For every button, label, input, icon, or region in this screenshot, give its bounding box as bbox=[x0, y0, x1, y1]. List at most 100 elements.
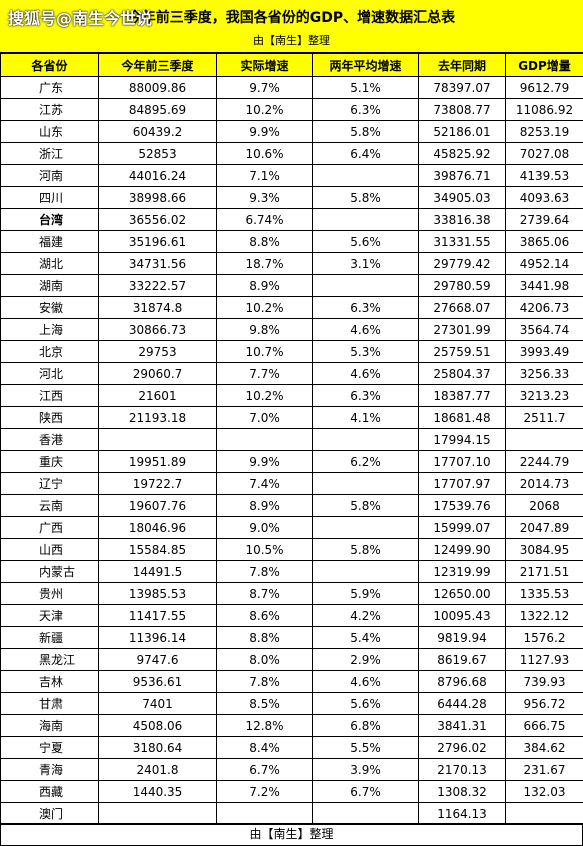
last-year-cell: 25804.37 bbox=[418, 362, 506, 385]
two-year-avg-cell bbox=[312, 472, 419, 495]
table-row: 新疆 11396.14 8.8% 5.4% 9819.94 1576.2 bbox=[0, 626, 583, 649]
province-cell: 江西 bbox=[0, 384, 99, 407]
real-growth-cell: 8.4% bbox=[216, 736, 313, 759]
province-cell: 海南 bbox=[0, 714, 99, 737]
real-growth-cell: 7.8% bbox=[216, 670, 313, 693]
column-header-gdp-increase: GDP增量 bbox=[505, 53, 583, 77]
two-year-avg-cell: 6.8% bbox=[312, 714, 419, 737]
table-row: 山西 15584.85 10.5% 5.8% 12499.90 3084.95 bbox=[0, 538, 583, 561]
last-year-cell: 3841.31 bbox=[418, 714, 506, 737]
last-year-cell: 27301.99 bbox=[418, 318, 506, 341]
gdp-cell: 4508.06 bbox=[98, 714, 217, 737]
gdp-cell: 38998.66 bbox=[98, 186, 217, 209]
table-row: 澳门 1164.13 bbox=[0, 802, 583, 825]
real-growth-cell: 8.7% bbox=[216, 582, 313, 605]
province-cell: 山东 bbox=[0, 120, 99, 143]
gdp-increase-cell: 3256.33 bbox=[505, 362, 583, 385]
page-subtitle: 由【南生】整理 bbox=[253, 34, 330, 47]
column-header-last-year: 去年同期 bbox=[418, 53, 506, 77]
gdp-increase-cell: 2739.64 bbox=[505, 208, 583, 231]
two-year-avg-cell bbox=[312, 208, 419, 231]
table-header-row: 各省份 今年前三季度 实际增速 两年平均增速 去年同期 GDP增量 bbox=[0, 53, 583, 77]
real-growth-cell: 9.9% bbox=[216, 450, 313, 473]
province-cell: 重庆 bbox=[0, 450, 99, 473]
watermark: 搜狐号@南生今世说 bbox=[8, 9, 153, 28]
last-year-cell: 17707.10 bbox=[418, 450, 506, 473]
last-year-cell: 10095.43 bbox=[418, 604, 506, 627]
gdp-cell: 21601 bbox=[98, 384, 217, 407]
two-year-avg-cell: 6.2% bbox=[312, 450, 419, 473]
gdp-increase-cell: 132.03 bbox=[505, 780, 583, 803]
gdp-increase-cell: 2244.79 bbox=[505, 450, 583, 473]
table-row: 海南 4508.06 12.8% 6.8% 3841.31 666.75 bbox=[0, 714, 583, 737]
gdp-increase-cell: 2014.73 bbox=[505, 472, 583, 495]
province-cell: 广西 bbox=[0, 516, 99, 539]
province-cell: 香港 bbox=[0, 428, 99, 451]
province-cell: 吉林 bbox=[0, 670, 99, 693]
gdp-increase-cell: 4093.63 bbox=[505, 186, 583, 209]
column-header-province: 各省份 bbox=[0, 53, 99, 77]
real-growth-cell: 8.9% bbox=[216, 274, 313, 297]
gdp-cell: 30866.73 bbox=[98, 318, 217, 341]
gdp-increase-cell: 3084.95 bbox=[505, 538, 583, 561]
gdp-cell: 60439.2 bbox=[98, 120, 217, 143]
table-row: 北京 29753 10.7% 5.3% 25759.51 3993.49 bbox=[0, 340, 583, 363]
two-year-avg-cell bbox=[312, 516, 419, 539]
table-row: 陕西 21193.18 7.0% 4.1% 18681.48 2511.7 bbox=[0, 406, 583, 429]
gdp-increase-cell: 4206.73 bbox=[505, 296, 583, 319]
table-row: 上海 30866.73 9.8% 4.6% 27301.99 3564.74 bbox=[0, 318, 583, 341]
gdp-increase-cell: 2047.89 bbox=[505, 516, 583, 539]
table-row: 天津 11417.55 8.6% 4.2% 10095.43 1322.12 bbox=[0, 604, 583, 627]
gdp-increase-cell: 231.67 bbox=[505, 758, 583, 781]
gdp-increase-cell: 739.93 bbox=[505, 670, 583, 693]
gdp-cell: 52853 bbox=[98, 142, 217, 165]
province-cell: 湖北 bbox=[0, 252, 99, 275]
table-row: 台湾 36556.02 6.74% 33816.38 2739.64 bbox=[0, 208, 583, 231]
real-growth-cell: 10.7% bbox=[216, 340, 313, 363]
real-growth-cell: 8.9% bbox=[216, 494, 313, 517]
two-year-avg-cell: 5.8% bbox=[312, 494, 419, 517]
real-growth-cell: 7.8% bbox=[216, 560, 313, 583]
gdp-cell: 21193.18 bbox=[98, 406, 217, 429]
table-row: 湖北 34731.56 18.7% 3.1% 29779.42 4952.14 bbox=[0, 252, 583, 275]
two-year-avg-cell: 4.6% bbox=[312, 318, 419, 341]
real-growth-cell bbox=[216, 428, 313, 451]
table-row: 江苏 84895.69 10.2% 6.3% 73808.77 11086.92 bbox=[0, 98, 583, 121]
last-year-cell: 52186.01 bbox=[418, 120, 506, 143]
two-year-avg-cell: 5.8% bbox=[312, 538, 419, 561]
last-year-cell: 25759.51 bbox=[418, 340, 506, 363]
last-year-cell: 34905.03 bbox=[418, 186, 506, 209]
table-row: 辽宁 19722.7 7.4% 17707.97 2014.73 bbox=[0, 472, 583, 495]
province-cell: 上海 bbox=[0, 318, 99, 341]
real-growth-cell: 8.6% bbox=[216, 604, 313, 627]
gdp-cell: 34731.56 bbox=[98, 252, 217, 275]
title-banner: 今年前三季度，我国各省份的GDP、增速数据汇总表 搜狐号@南生今世说 由【南生】… bbox=[0, 0, 583, 53]
gdp-cell: 15584.85 bbox=[98, 538, 217, 561]
column-header-two-year-avg: 两年平均增速 bbox=[312, 53, 419, 77]
two-year-avg-cell bbox=[312, 428, 419, 451]
province-cell: 云南 bbox=[0, 494, 99, 517]
table-row: 安徽 31874.8 10.2% 6.3% 27668.07 4206.73 bbox=[0, 296, 583, 319]
gdp-cell: 9536.61 bbox=[98, 670, 217, 693]
gdp-increase-cell: 3993.49 bbox=[505, 340, 583, 363]
real-growth-cell: 7.1% bbox=[216, 164, 313, 187]
table-row: 福建 35196.61 8.8% 5.6% 31331.55 3865.06 bbox=[0, 230, 583, 253]
real-growth-cell: 10.6% bbox=[216, 142, 313, 165]
province-cell: 广东 bbox=[0, 76, 99, 99]
gdp-increase-cell: 4952.14 bbox=[505, 252, 583, 275]
gdp-cell: 18046.96 bbox=[98, 516, 217, 539]
province-cell: 新疆 bbox=[0, 626, 99, 649]
province-cell: 福建 bbox=[0, 230, 99, 253]
two-year-avg-cell: 3.1% bbox=[312, 252, 419, 275]
table-row: 贵州 13985.53 8.7% 5.9% 12650.00 1335.53 bbox=[0, 582, 583, 605]
footer-note: 由【南生】整理 bbox=[0, 823, 583, 846]
table-row: 广东 88009.86 9.7% 5.1% 78397.07 9612.79 bbox=[0, 76, 583, 99]
gdp-cell: 19607.76 bbox=[98, 494, 217, 517]
two-year-avg-cell: 3.9% bbox=[312, 758, 419, 781]
two-year-avg-cell: 4.1% bbox=[312, 406, 419, 429]
province-cell: 内蒙古 bbox=[0, 560, 99, 583]
gdp-cell: 44016.24 bbox=[98, 164, 217, 187]
real-growth-cell: 8.8% bbox=[216, 230, 313, 253]
two-year-avg-cell: 5.6% bbox=[312, 692, 419, 715]
